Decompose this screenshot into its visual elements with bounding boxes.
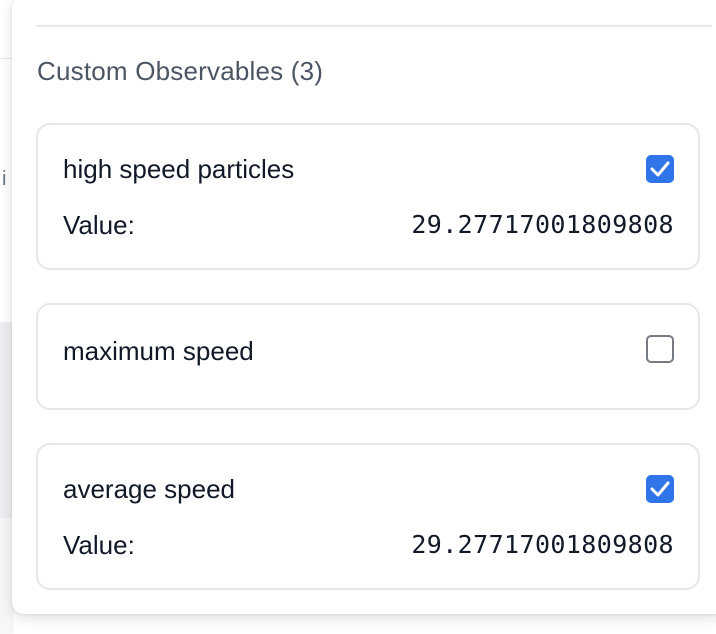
value-number: 29.27717001809808: [411, 210, 674, 239]
background-band: [0, 322, 14, 518]
observable-card-average-speed: average speed Value: 29.27717001809808: [36, 443, 700, 590]
checkmark-icon: [650, 481, 670, 497]
observables-popover: Custom Observables (3) high speed partic…: [12, 0, 716, 614]
value-number: 29.27717001809808: [411, 530, 674, 559]
background-divider: [0, 58, 14, 59]
panel-divider: [36, 25, 712, 27]
observable-name: high speed particles: [63, 154, 295, 184]
background-band-bottom: [0, 518, 14, 634]
observable-card-high-speed-particles: high speed particles Value: 29.277170018…: [36, 123, 700, 270]
observable-name: maximum speed: [63, 336, 254, 366]
value-label: Value:: [63, 210, 135, 240]
observable-toggle-checkbox[interactable]: [646, 155, 674, 183]
observable-card-maximum-speed: maximum speed: [36, 303, 700, 410]
observable-toggle-checkbox[interactable]: [646, 335, 674, 363]
value-label: Value:: [63, 530, 135, 560]
section-title: Custom Observables (3): [37, 56, 324, 86]
checkmark-icon: [650, 161, 670, 177]
observable-name: average speed: [63, 474, 236, 504]
observable-toggle-checkbox[interactable]: [646, 475, 674, 503]
background-text-fragment: i: [2, 168, 7, 190]
